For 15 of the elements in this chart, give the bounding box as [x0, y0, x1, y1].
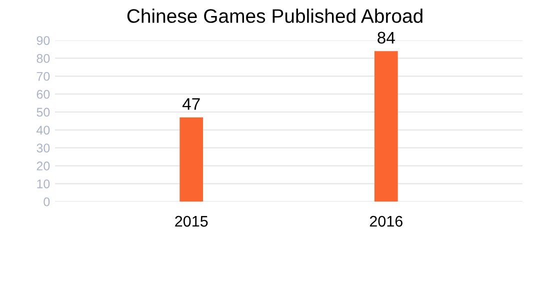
y-tick-label: 60	[36, 90, 50, 99]
y-tick-label: 70	[36, 72, 50, 81]
x-tick-label: 2015	[175, 216, 208, 227]
data-label: 47	[182, 98, 200, 110]
y-tick-label: 20	[36, 162, 50, 170]
y-tick-label: 50	[36, 108, 50, 117]
y-tick-label: 30	[36, 144, 50, 152]
y-tick-label: 80	[36, 54, 50, 63]
data-label: 84	[378, 32, 395, 44]
y-tick-label: 10	[37, 179, 50, 188]
y-tick-label: 0	[44, 197, 50, 206]
y-tick-label: 40	[36, 126, 50, 135]
x-tick-label: 2016	[370, 216, 402, 227]
chart-title: Chinese Games Published Abroad	[127, 8, 422, 23]
y-tick-label: 90	[36, 36, 50, 45]
